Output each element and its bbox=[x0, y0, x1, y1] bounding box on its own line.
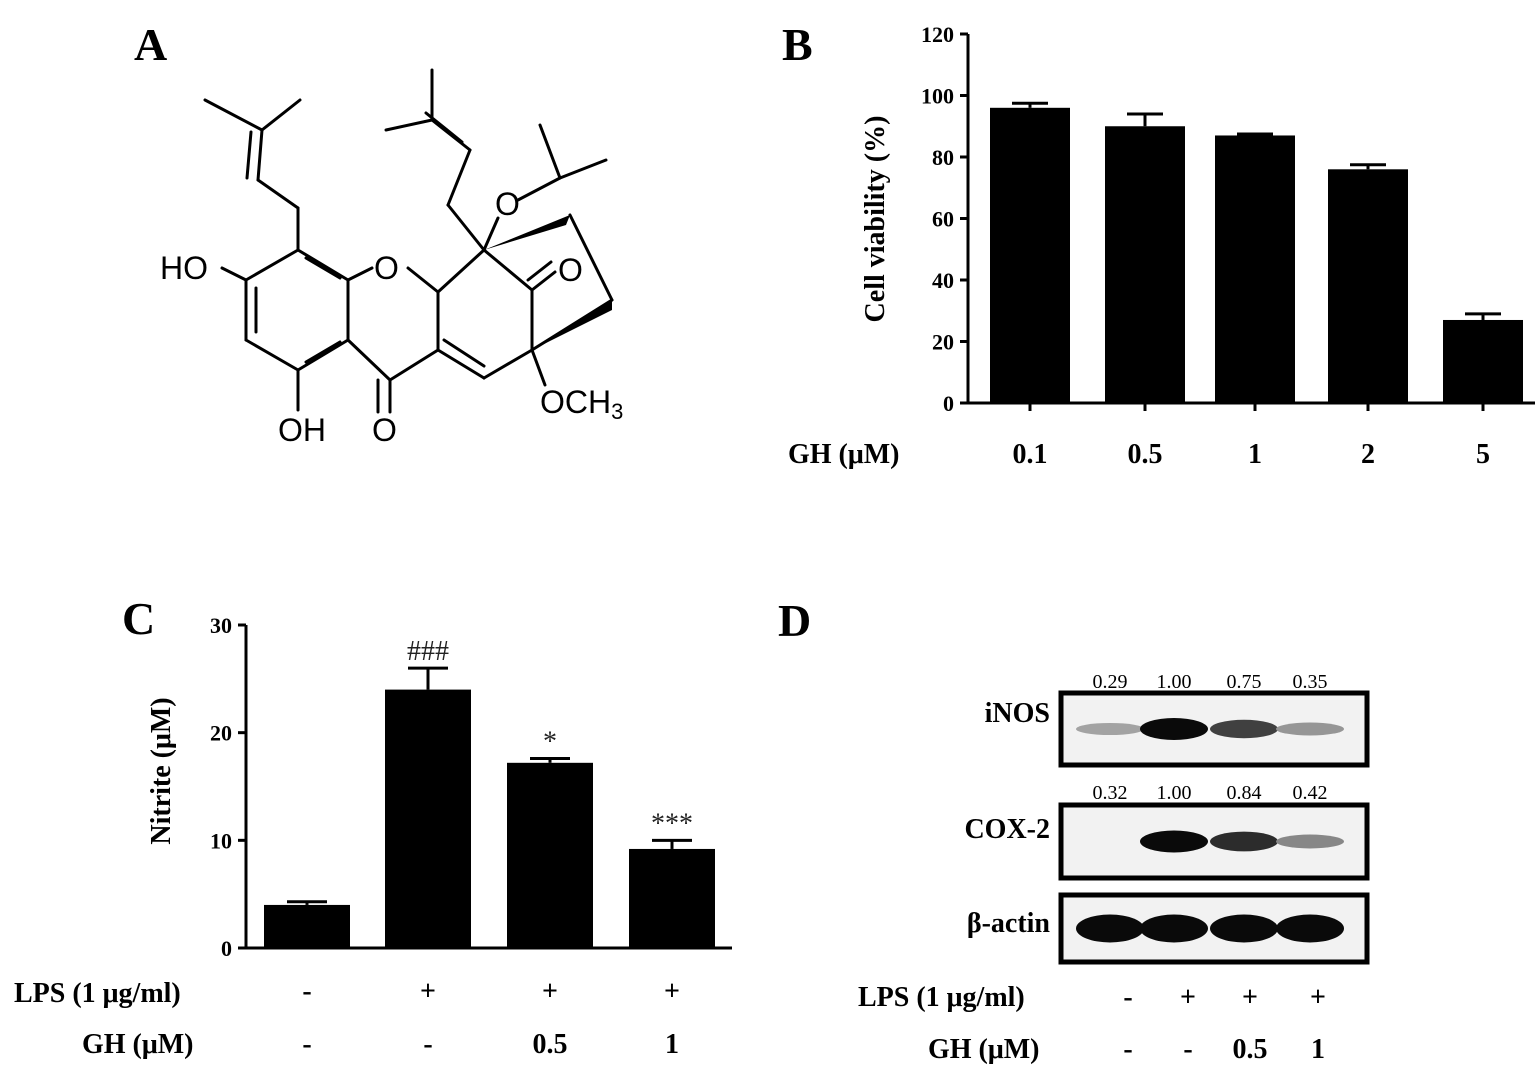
gh-row-value: - bbox=[423, 1029, 432, 1060]
structure-label-o-ketone: O bbox=[558, 252, 583, 288]
y-axis-label: Cell viability (%) bbox=[860, 116, 891, 323]
y-tick-label: 10 bbox=[210, 828, 232, 853]
lps-row-value: + bbox=[1242, 982, 1258, 1013]
band-density-value: 0.32 bbox=[1093, 782, 1128, 804]
panel-letter-d: D bbox=[778, 595, 812, 646]
band-density-value: 0.42 bbox=[1293, 782, 1328, 804]
gh-row-value: 1 bbox=[665, 1029, 679, 1060]
structure-label-och3: OCH3 bbox=[540, 384, 623, 425]
x-tick-label: 5 bbox=[1476, 439, 1490, 470]
blot-band bbox=[1276, 722, 1344, 736]
blot-band bbox=[1210, 831, 1278, 852]
y-tick-label: 100 bbox=[921, 84, 954, 109]
y-tick-label: 120 bbox=[921, 22, 954, 47]
panel-letter-a: A bbox=[134, 19, 168, 70]
significance-marker: * bbox=[543, 727, 557, 758]
blot-band bbox=[1076, 914, 1144, 943]
lps-row-label: LPS (1 μg/ml) bbox=[14, 978, 181, 1009]
panel-letter-b: B bbox=[782, 19, 813, 70]
gh-row-value: 1 bbox=[1311, 1034, 1325, 1065]
blot-band bbox=[1276, 834, 1344, 849]
structure-label-o-carbonyl: O bbox=[372, 412, 397, 448]
blot-band bbox=[1210, 914, 1278, 943]
blot-band bbox=[1140, 914, 1208, 943]
gh-row-label: GH (μM) bbox=[928, 1034, 1040, 1065]
y-tick-label: 0 bbox=[943, 391, 954, 416]
structure-label-och3-base: OCH bbox=[540, 384, 612, 420]
structure-label-o-ring: O bbox=[374, 250, 399, 286]
bar bbox=[1443, 319, 1523, 403]
gh-row-value: - bbox=[1123, 1034, 1132, 1065]
x-tick-label: 0.5 bbox=[1128, 439, 1163, 470]
band-density-value: 0.29 bbox=[1093, 671, 1128, 693]
lps-row-value: + bbox=[1310, 982, 1326, 1013]
band-density-value: 0.35 bbox=[1293, 671, 1328, 693]
band-density-value: 1.00 bbox=[1157, 671, 1192, 693]
blot-label: β-actin bbox=[967, 908, 1051, 939]
blot-label: iNOS bbox=[985, 698, 1050, 729]
gh-row-value: 0.5 bbox=[1233, 1034, 1268, 1065]
lps-row-value: + bbox=[664, 976, 680, 1007]
lps-row-label: LPS (1 μg/ml) bbox=[858, 982, 1025, 1013]
bar bbox=[264, 904, 350, 948]
structure-label-ho: HO bbox=[160, 250, 208, 286]
lps-row-value: - bbox=[302, 976, 311, 1007]
bar bbox=[990, 107, 1070, 404]
x-tick-label: 1 bbox=[1248, 439, 1262, 470]
gh-row-label: GH (μM) bbox=[82, 1029, 194, 1060]
y-tick-label: 60 bbox=[932, 207, 954, 232]
gh-row-value: 0.5 bbox=[533, 1029, 568, 1060]
structure-label-o-ether: O bbox=[495, 186, 520, 222]
significance-marker: ### bbox=[407, 636, 449, 667]
y-tick-label: 40 bbox=[932, 268, 954, 293]
lps-row-value: + bbox=[420, 976, 436, 1007]
lps-row-value: + bbox=[1180, 982, 1196, 1013]
band-density-value: 0.75 bbox=[1227, 671, 1262, 693]
y-tick-label: 30 bbox=[210, 613, 232, 638]
band-density-value: 1.00 bbox=[1157, 782, 1192, 804]
y-tick-label: 0 bbox=[221, 936, 232, 961]
x-axis-label: GH (μM) bbox=[788, 439, 900, 470]
bar bbox=[1328, 169, 1408, 403]
structure-label-oh: OH bbox=[278, 412, 326, 448]
gh-row-value: - bbox=[302, 1029, 311, 1060]
bar bbox=[385, 689, 471, 948]
y-axis-label: Nitrite (μM) bbox=[146, 697, 177, 844]
y-tick-label: 80 bbox=[932, 145, 954, 170]
bar bbox=[507, 762, 593, 948]
lps-row-value: - bbox=[1123, 982, 1132, 1013]
significance-marker: *** bbox=[651, 808, 693, 839]
blot-band bbox=[1076, 722, 1144, 736]
bar bbox=[1215, 135, 1295, 403]
panel-letter-c: C bbox=[122, 593, 156, 644]
lps-row-value: + bbox=[542, 976, 558, 1007]
chemical-structure bbox=[203, 68, 614, 414]
blot-band bbox=[1276, 914, 1344, 943]
bar bbox=[1105, 126, 1185, 403]
blot-label: COX-2 bbox=[964, 814, 1050, 845]
x-tick-label: 2 bbox=[1361, 439, 1375, 470]
blot-band bbox=[1210, 719, 1278, 739]
blot-band bbox=[1140, 830, 1208, 853]
blot-band bbox=[1140, 718, 1208, 740]
y-tick-label: 20 bbox=[210, 721, 232, 746]
y-tick-label: 20 bbox=[932, 330, 954, 355]
band-density-value: 0.84 bbox=[1227, 782, 1262, 804]
gh-row-value: - bbox=[1183, 1034, 1192, 1065]
x-tick-label: 0.1 bbox=[1013, 439, 1048, 470]
bar bbox=[629, 848, 715, 948]
structure-label-och3-sub: 3 bbox=[611, 399, 624, 424]
